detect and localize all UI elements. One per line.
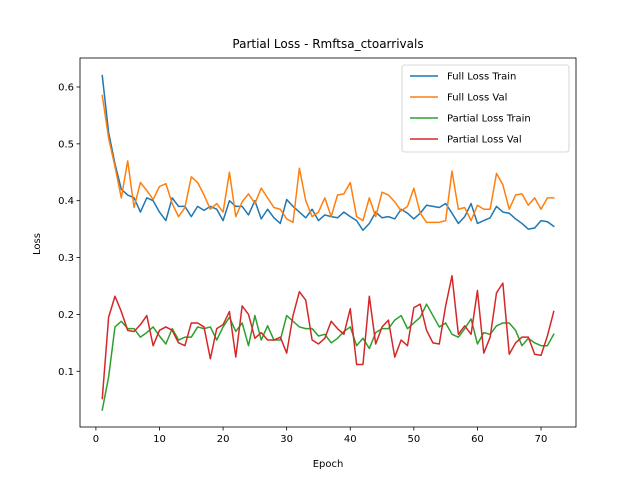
axes-frame xyxy=(79,57,577,428)
y-tick-label-3: 0.4 xyxy=(58,196,74,207)
y-axis-label: Loss xyxy=(32,233,43,255)
series-line-3 xyxy=(101,275,555,400)
x-tick-label-6: 60 xyxy=(471,434,484,445)
y-tick-label-1: 0.2 xyxy=(58,310,74,321)
x-tick-label-3: 30 xyxy=(280,434,293,445)
series-line-1 xyxy=(101,94,555,224)
x-tick-label-7: 70 xyxy=(535,434,548,445)
axes-layer: 0 10 20 30 40 50 60 70 0.1 0.2 0.3 0.4 0.5 0.6 xyxy=(58,57,577,445)
series-layer xyxy=(101,74,555,411)
y-tick-label-5: 0.6 xyxy=(58,82,74,93)
legend-label-0: Full Loss Train xyxy=(447,72,516,83)
legend-label-3: Partial Loss Val xyxy=(447,135,522,146)
chart-title: Partial Loss - Rmftsa_ctoarrivals xyxy=(232,37,423,51)
series-line-2 xyxy=(101,303,555,411)
x-tick-label-2: 20 xyxy=(217,434,230,445)
x-tick-label-5: 50 xyxy=(407,434,420,445)
legend: Full Loss Train Full Loss Val Partial Loss… xyxy=(401,64,570,153)
legend-label-2: Partial Loss Train xyxy=(447,114,531,125)
y-tick-label-0: 0.1 xyxy=(58,367,74,378)
x-tick-label-1: 10 xyxy=(153,434,166,445)
y-tick-label-2: 0.3 xyxy=(58,253,74,264)
x-tick-label-4: 40 xyxy=(344,434,357,445)
series-line-0 xyxy=(101,74,555,232)
x-axis-label: Epoch xyxy=(313,459,344,470)
legend-box xyxy=(401,64,570,153)
x-tick-label-0: 0 xyxy=(93,434,99,445)
y-tick-label-4: 0.5 xyxy=(58,139,74,150)
legend-label-1: Full Loss Val xyxy=(447,93,507,104)
